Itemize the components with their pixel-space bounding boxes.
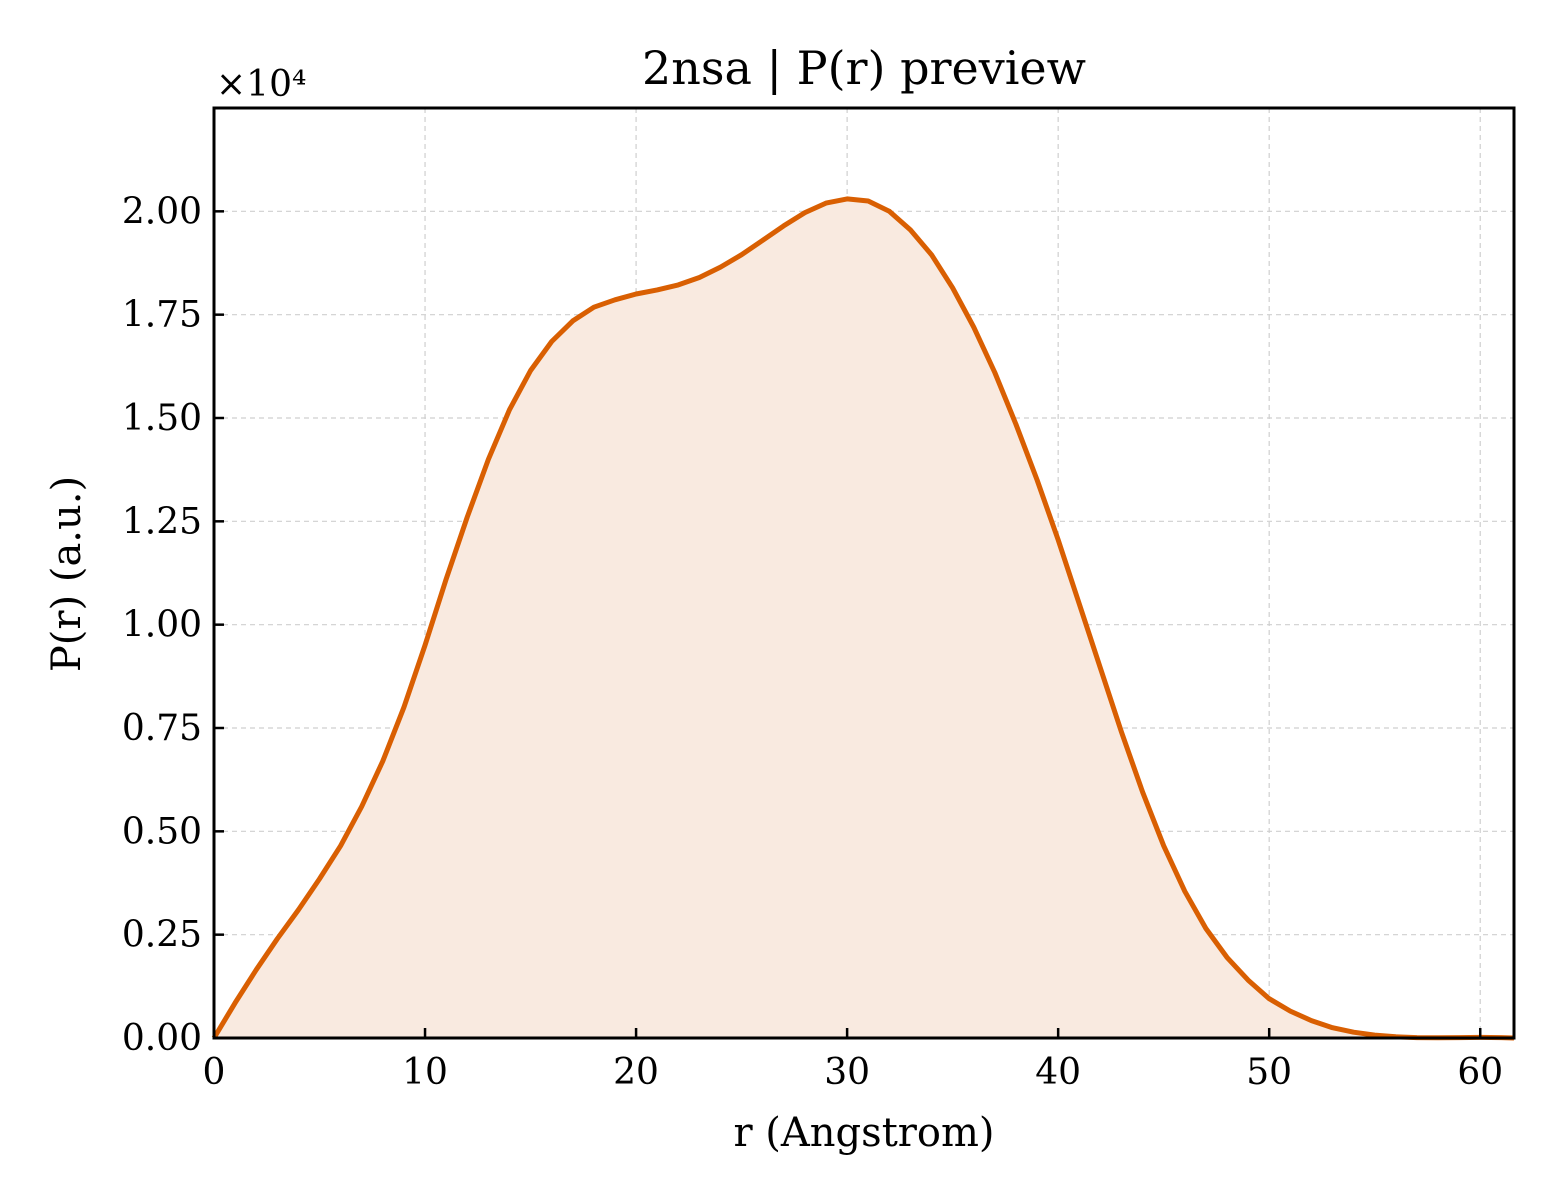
y-axis-label: P(r) (a.u.)	[44, 476, 90, 672]
pr-series-line	[211, 196, 1515, 1041]
y-tick-label: 0.00	[122, 1018, 202, 1059]
y-tick-label: 1.75	[122, 295, 202, 336]
y-tick-label: 1.50	[122, 398, 202, 439]
x-tick-label: 10	[402, 1052, 448, 1093]
x-tick-label: 40	[1035, 1052, 1081, 1093]
y-tick-label: 0.50	[122, 811, 202, 852]
axis-ticks: 0 10 20 30 40 50 60 0.00 0.25 0.50 0.75 1.00 1.25 1.5…	[122, 191, 1503, 1093]
y-tick-label: 1.25	[122, 501, 202, 542]
x-tick-label: 50	[1246, 1052, 1292, 1093]
y-tick-label: 1.00	[122, 605, 202, 646]
y-tick-label: 0.25	[122, 915, 202, 956]
x-tick-label: 20	[613, 1052, 659, 1093]
x-axis-label: r (Angstrom)	[733, 1110, 994, 1156]
plot-frame	[212, 106, 1516, 1040]
x-tick-label: 30	[824, 1052, 870, 1093]
y-tick-label: 0.75	[122, 708, 202, 749]
chart-title: 2nsa | P(r) preview	[642, 41, 1086, 95]
pr-area-fill	[214, 198, 1514, 1038]
y-tick-label: 2.00	[122, 191, 202, 232]
x-tick-label: 60	[1457, 1052, 1503, 1093]
x-tick-label: 0	[203, 1052, 226, 1093]
y-multiplier-label: ×10⁴	[216, 64, 306, 105]
